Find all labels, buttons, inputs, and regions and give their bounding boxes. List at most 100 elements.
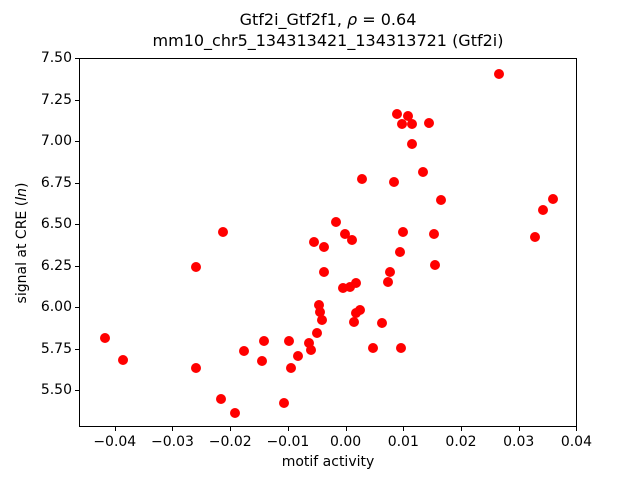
x-tick-mark: [230, 427, 232, 431]
y-tick-label: 7.50: [40, 50, 72, 67]
x-tick-label: 0.04: [560, 434, 592, 450]
y-tick-mark: [75, 58, 79, 60]
y-tick-label: 7.25: [40, 91, 72, 108]
data-point: [99, 333, 110, 344]
data-point: [314, 299, 325, 310]
data-point: [388, 177, 399, 188]
y-tick-label: 6.50: [40, 216, 72, 233]
x-tick-mark: [403, 427, 405, 431]
data-point: [396, 119, 407, 130]
x-tick-label: 0.03: [503, 434, 535, 450]
data-point: [548, 193, 559, 204]
data-point: [283, 336, 294, 347]
y-tick-mark: [75, 224, 79, 226]
y-axis-label: signal at CRE (ln): [14, 163, 30, 323]
y-tick-label: 7.00: [40, 133, 72, 150]
data-point: [350, 308, 361, 319]
data-point: [367, 343, 378, 354]
data-point: [403, 110, 414, 121]
x-tick-label: −0.01: [266, 434, 310, 450]
y-tick-label: 6.25: [40, 257, 72, 274]
data-point: [397, 226, 408, 237]
y-tick-label: 5.50: [40, 382, 72, 399]
data-point: [319, 266, 330, 277]
data-point: [395, 343, 406, 354]
data-point: [293, 351, 304, 362]
chart-subtitle: mm10_chr5_134313421_134313721 (Gtf2i): [152, 31, 504, 50]
data-point: [424, 117, 435, 128]
data-point: [309, 236, 320, 247]
y-tick-mark: [75, 307, 79, 309]
x-tick-mark: [518, 427, 520, 431]
data-point: [391, 109, 402, 120]
data-point: [377, 318, 388, 329]
x-tick-label: −0.03: [151, 434, 194, 450]
y-tick-mark: [75, 348, 79, 350]
data-point: [315, 306, 326, 317]
x-tick-label: 0.00: [330, 434, 362, 450]
x-tick-mark: [576, 427, 578, 431]
y-tick-mark: [75, 265, 79, 267]
data-point: [286, 362, 297, 373]
x-tick-label: −0.02: [208, 434, 252, 450]
data-point: [382, 276, 393, 287]
x-tick-mark: [287, 427, 289, 431]
y-tick-mark: [75, 390, 79, 392]
x-tick-label: −0.04: [93, 434, 137, 450]
data-point: [407, 119, 418, 130]
data-point: [417, 167, 428, 178]
data-point: [318, 241, 329, 252]
data-point: [538, 205, 549, 216]
x-tick-mark: [114, 427, 116, 431]
data-point: [435, 195, 446, 206]
data-point: [356, 173, 367, 184]
data-point: [430, 260, 441, 271]
data-point: [230, 407, 241, 418]
plot-area: [79, 58, 577, 427]
y-axis-label-ln: ln: [14, 188, 30, 201]
data-point: [350, 278, 361, 289]
data-point: [238, 346, 249, 357]
y-tick-label: 6.00: [40, 299, 72, 316]
data-point: [217, 226, 228, 237]
x-tick-label: 0.01: [387, 434, 419, 450]
data-point: [345, 281, 356, 292]
data-point: [256, 356, 267, 367]
chart-title-line1: Gtf2i_Gtf2f1, ρ = 0.64: [79, 9, 577, 30]
x-axis-label: motif activity: [281, 454, 375, 470]
data-point: [384, 266, 395, 277]
y-axis-label-text: signal at CRE (: [14, 200, 30, 304]
y-tick-mark: [75, 182, 79, 184]
y-tick-mark: [75, 141, 79, 143]
x-tick-mark: [172, 427, 174, 431]
y-tick-mark: [75, 99, 79, 101]
data-point: [346, 235, 357, 246]
data-point: [305, 344, 316, 355]
data-point: [258, 336, 269, 347]
data-point: [493, 69, 504, 80]
data-point: [406, 139, 417, 150]
data-point: [394, 246, 405, 257]
data-point: [190, 261, 201, 272]
data-point: [316, 314, 327, 325]
data-point: [428, 228, 439, 239]
data-point: [530, 231, 541, 242]
title-rho-symbol: ρ: [347, 10, 358, 29]
x-tick-label: 0.02: [445, 434, 477, 450]
chart-title: Gtf2i_Gtf2f1, ρ = 0.64 mm10_chr5_1343134…: [79, 9, 577, 51]
data-point: [278, 397, 289, 408]
x-tick-mark: [345, 427, 347, 431]
data-point: [117, 354, 128, 365]
y-axis-label-close: ): [14, 182, 30, 189]
y-tick-label: 5.75: [40, 340, 72, 357]
data-point: [190, 362, 201, 373]
data-point: [330, 217, 341, 228]
data-point: [337, 283, 348, 294]
data-point: [303, 338, 314, 349]
data-point: [348, 316, 359, 327]
title-text: Gtf2i_Gtf2f1,: [239, 10, 348, 29]
data-point: [312, 328, 323, 339]
x-tick-mark: [461, 427, 462, 431]
data-point: [339, 228, 350, 239]
